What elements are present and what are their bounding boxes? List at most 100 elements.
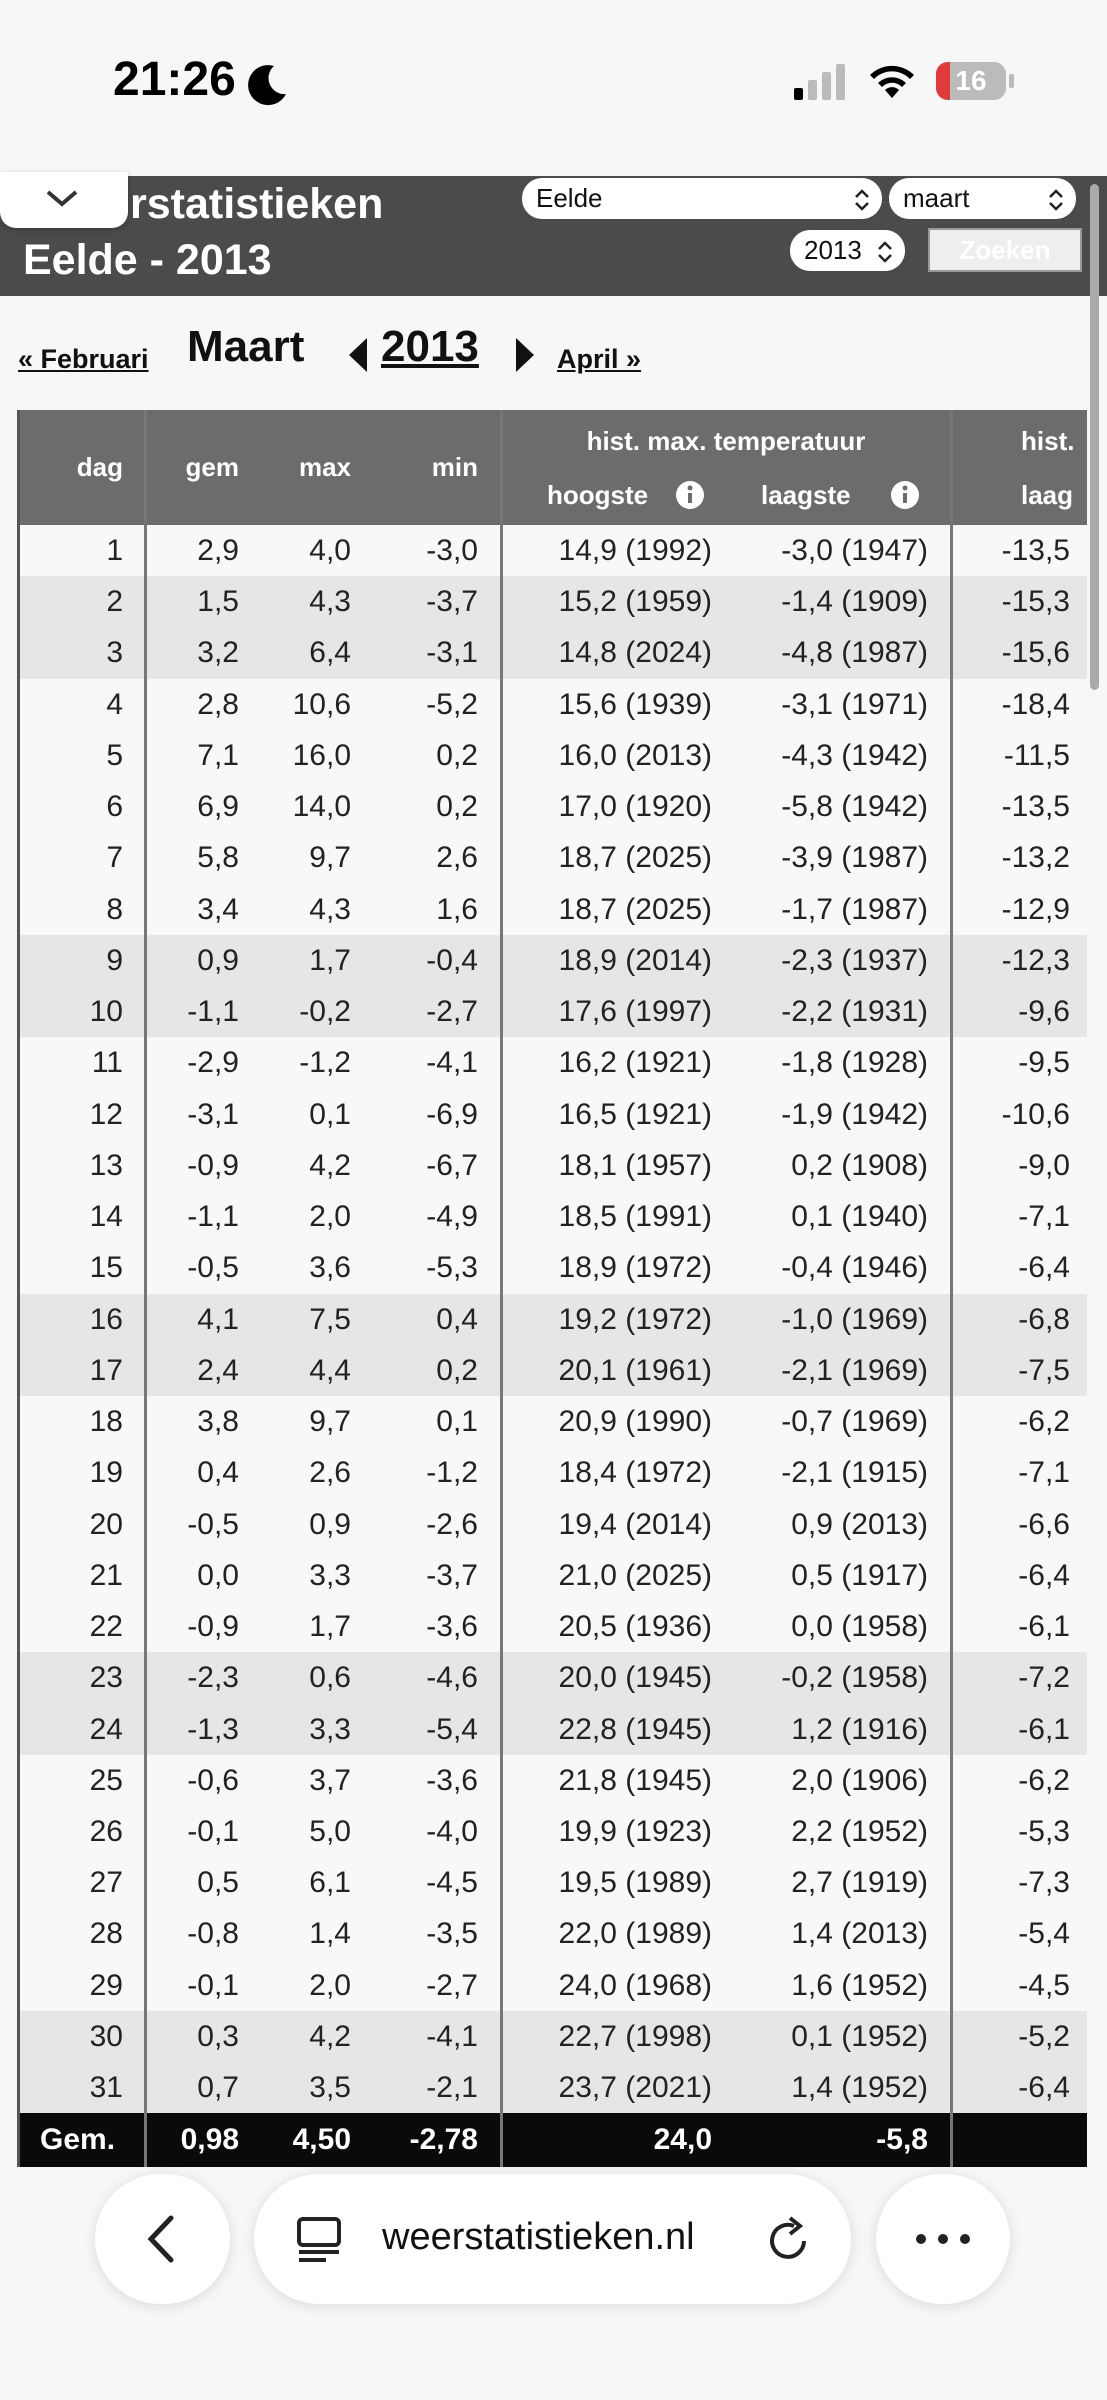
table-cell: 1 bbox=[106, 534, 123, 567]
month-select[interactable]: maart bbox=[889, 178, 1076, 219]
table-cell: -2,9 bbox=[187, 1046, 239, 1080]
table-cell: 0,1 bbox=[436, 1405, 478, 1439]
table-cell: -3,7 bbox=[426, 585, 478, 619]
table-cell: -0,4 bbox=[426, 943, 478, 977]
back-button[interactable] bbox=[95, 2174, 230, 2304]
table-cell: 0,2 bbox=[436, 790, 478, 824]
table-row bbox=[18, 986, 1087, 1038]
table-cell: 16 bbox=[89, 1302, 123, 1336]
table-cell: 18,7 (2025) bbox=[558, 841, 712, 875]
table-cell: 20,9 (1990) bbox=[558, 1405, 712, 1439]
table-cell: -2,3 (1937) bbox=[781, 943, 928, 977]
table-cell: -7,1 bbox=[1018, 1200, 1070, 1234]
table-cell: -4,3 (1942) bbox=[781, 738, 928, 772]
table-cell: -2,1 (1969) bbox=[781, 1353, 928, 1387]
table-cell: 3,2 bbox=[197, 636, 239, 670]
table-cell: 14 bbox=[89, 1200, 123, 1234]
table-row bbox=[18, 781, 1087, 833]
table-cell: -5,3 bbox=[426, 1251, 478, 1285]
table-cell: -2,3 bbox=[187, 1661, 239, 1695]
table-cell: 18,5 (1991) bbox=[558, 1200, 712, 1234]
table-cell: 14,0 bbox=[292, 790, 351, 824]
column-border bbox=[950, 410, 953, 2168]
table-cell: -5,4 bbox=[426, 1712, 478, 1746]
table-cell: 6,9 bbox=[197, 790, 239, 824]
table-row bbox=[18, 832, 1087, 884]
table-cell: 0,1 (1940) bbox=[791, 1200, 928, 1234]
table-cell: 10,6 bbox=[292, 687, 351, 721]
table-cell: 3,6 bbox=[309, 1251, 351, 1285]
more-button[interactable] bbox=[876, 2174, 1010, 2304]
table-cell: -6,4 bbox=[1018, 2071, 1070, 2105]
table-cell: -12,3 bbox=[1001, 943, 1070, 977]
next-year-arrow[interactable] bbox=[514, 336, 536, 374]
table-cell: 2,0 (1906) bbox=[791, 1763, 928, 1797]
table-cell: -15,3 bbox=[1001, 585, 1070, 619]
table-cell: -3,5 bbox=[426, 1917, 478, 1951]
next-month-link[interactable]: April » bbox=[557, 344, 642, 374]
table-cell: -5,2 bbox=[426, 687, 478, 721]
table-cell: 18,1 (1957) bbox=[558, 1148, 712, 1182]
table-cell: 1,2 (1916) bbox=[791, 1712, 928, 1746]
table-cell: -9,6 bbox=[1018, 995, 1070, 1029]
table-cell: -4,1 bbox=[426, 2019, 478, 2053]
table-row bbox=[18, 1037, 1087, 1089]
table-row bbox=[18, 729, 1087, 782]
table-row bbox=[18, 1242, 1087, 1294]
prev-month-link[interactable]: « Februari bbox=[18, 344, 149, 374]
search-button[interactable]: Zoeken bbox=[928, 228, 1082, 272]
footer-cell: -5,8 bbox=[876, 2123, 928, 2157]
table-row bbox=[18, 1857, 1087, 1909]
table-cell: 0,3 bbox=[197, 2019, 239, 2053]
year-select[interactable]: 2013 bbox=[790, 230, 905, 271]
table-cell: 22 bbox=[89, 1610, 123, 1644]
table-cell: 23,7 (2021) bbox=[558, 2071, 712, 2105]
table-cell: -3,6 bbox=[426, 1763, 478, 1797]
table-cell: -0,8 bbox=[187, 1917, 239, 1951]
table-cell: 24 bbox=[89, 1712, 123, 1746]
column-header: gem bbox=[185, 451, 239, 482]
table-cell: 31 bbox=[89, 2071, 123, 2105]
table-cell: 2,4 bbox=[197, 1353, 239, 1387]
wifi-icon bbox=[870, 65, 914, 98]
table-cell: 5,8 bbox=[197, 841, 239, 875]
table-cell: 18,9 (2014) bbox=[558, 943, 712, 977]
table-cell: 0,2 bbox=[436, 738, 478, 772]
table-cell: -1,4 (1909) bbox=[781, 585, 928, 619]
table-cell: -9,5 bbox=[1018, 1046, 1070, 1080]
table-cell: 4,0 bbox=[309, 534, 351, 567]
table-cell: 6 bbox=[106, 790, 123, 824]
table-cell: 0,1 bbox=[309, 1097, 351, 1131]
subcolumn-header: laag bbox=[1021, 480, 1074, 510]
table-cell: 22,8 (1945) bbox=[558, 1712, 712, 1746]
table-cell: 1,6 (1952) bbox=[791, 1968, 928, 2002]
table-cell: -6,1 bbox=[1018, 1712, 1070, 1746]
table-cell: -1,2 bbox=[426, 1456, 478, 1490]
address-bar[interactable]: weerstatistieken.nl bbox=[254, 2174, 851, 2304]
table-cell: -1,3 bbox=[187, 1712, 239, 1746]
column-border bbox=[17, 410, 20, 2168]
menu-toggle[interactable] bbox=[0, 172, 128, 228]
table-cell: -3,0 (1947) bbox=[781, 534, 928, 567]
table-cell: 1,7 bbox=[309, 1610, 351, 1644]
table-cell: -12,9 bbox=[1001, 892, 1070, 926]
table-cell: 2,6 bbox=[309, 1456, 351, 1490]
table-cell: 10 bbox=[89, 995, 123, 1029]
table-cell: 9,7 bbox=[309, 841, 351, 875]
table-cell: 3,8 bbox=[197, 1405, 239, 1439]
footer-cell: 4,50 bbox=[292, 2123, 351, 2157]
table-cell: 18,9 (1972) bbox=[558, 1251, 712, 1285]
table-cell: 3,7 bbox=[309, 1763, 351, 1797]
table-cell: -10,6 bbox=[1001, 1097, 1070, 1131]
table-row bbox=[18, 627, 1087, 679]
station-value: Eelde bbox=[536, 183, 603, 213]
column-border bbox=[144, 410, 147, 2168]
station-select[interactable]: Eelde bbox=[522, 178, 882, 219]
table-cell: -11,5 bbox=[1003, 738, 1070, 772]
table-cell: 8 bbox=[106, 892, 123, 926]
battery: 16 bbox=[936, 62, 1006, 100]
scrollbar bbox=[1090, 184, 1099, 690]
prev-year-arrow[interactable] bbox=[347, 336, 369, 374]
table-cell: 17,0 (1920) bbox=[558, 790, 712, 824]
signal-icon bbox=[794, 64, 845, 100]
